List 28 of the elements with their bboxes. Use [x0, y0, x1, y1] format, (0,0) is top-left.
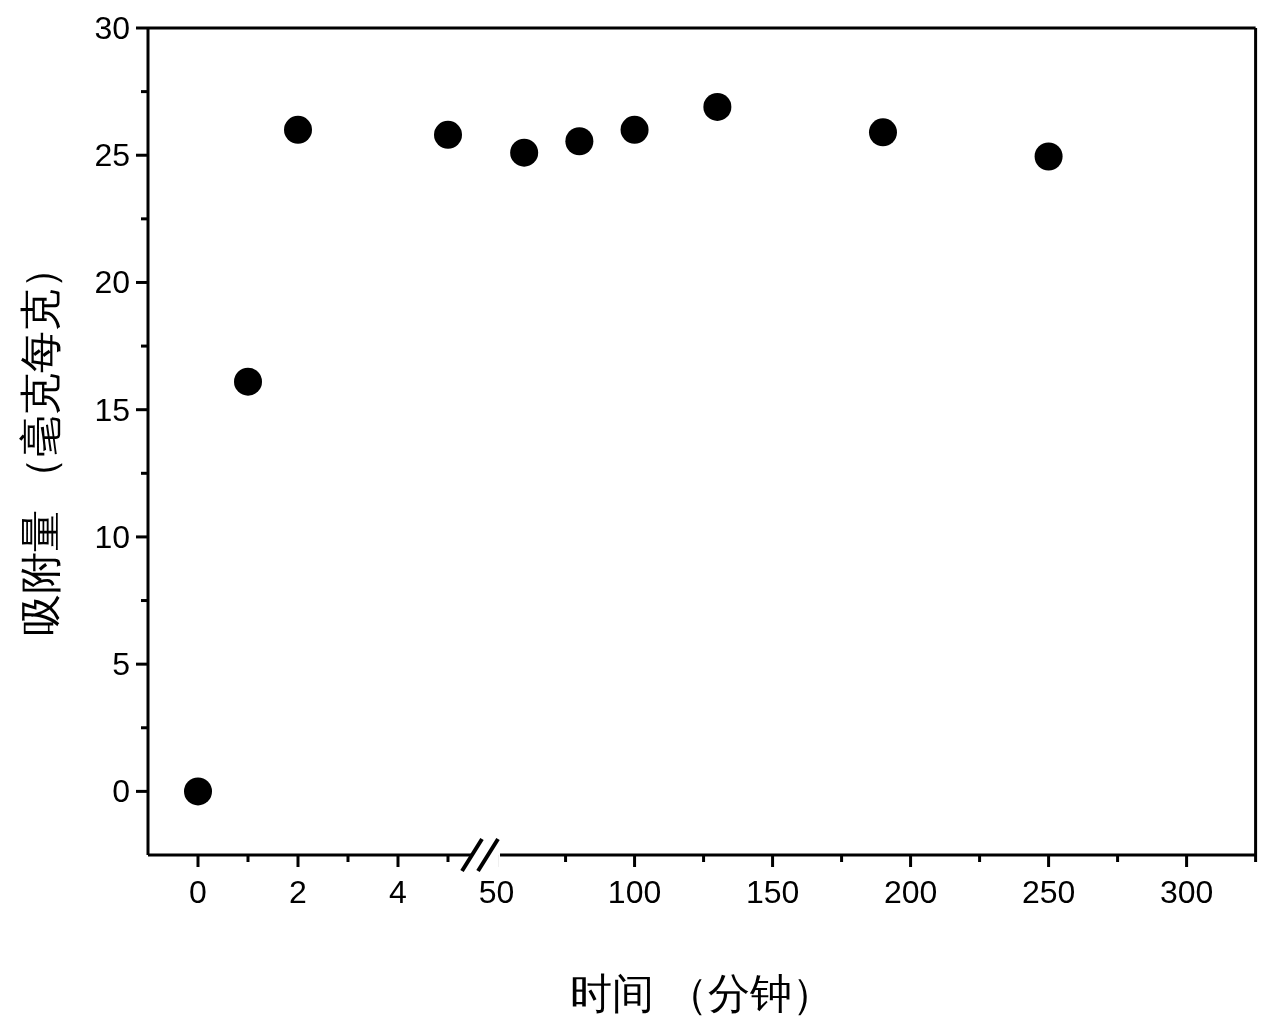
point [434, 120, 462, 149]
point [510, 138, 539, 167]
x-tick-label: 300 [1159, 874, 1214, 910]
point [703, 92, 732, 121]
y-tick-label: 10 [94, 518, 130, 555]
point [1034, 142, 1063, 171]
point [284, 115, 312, 144]
point [234, 367, 262, 396]
y-axis-title: 吸附量 （毫克每克） [17, 246, 64, 637]
x-tick-label: 100 [607, 874, 662, 910]
point [868, 118, 897, 147]
point [565, 127, 594, 156]
y-tick-label: 15 [94, 391, 130, 428]
x-tick-label: 150 [745, 874, 800, 910]
y-tick-label: 25 [94, 137, 130, 174]
x-tick-label: 250 [1021, 874, 1076, 910]
x-tick-label: 4 [389, 874, 407, 910]
x-tick-label: 200 [883, 874, 938, 910]
x-tick-label: 50 [478, 874, 515, 910]
y-tick-label: 0 [112, 773, 130, 810]
x-tick-label: 2 [289, 874, 307, 910]
point [620, 115, 649, 144]
x-axis-title: 时间 （分钟） [569, 970, 834, 1017]
y-tick-label: 20 [94, 264, 130, 301]
y-tick-label: 5 [112, 646, 130, 683]
x-tick-label: 0 [189, 874, 207, 910]
y-tick-label: 30 [94, 10, 130, 46]
point [184, 777, 212, 806]
